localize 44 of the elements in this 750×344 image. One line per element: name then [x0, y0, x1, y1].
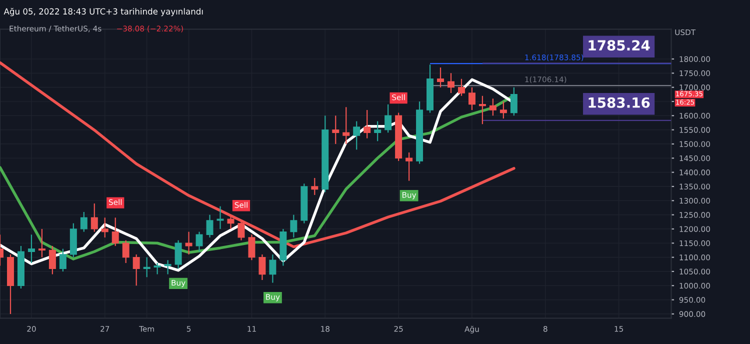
candlestick: [28, 234, 35, 264]
candlestick: [238, 220, 245, 241]
chart-title: Ağu 05, 2022 18:43 UTC+3 tarihinde yayınlandı: [4, 8, 203, 16]
candlestick: [342, 106, 350, 145]
candlestick: [174, 240, 182, 270]
candlestick: [227, 214, 234, 230]
ref-line-label: 1583.16: [588, 97, 650, 108]
candlestick: [206, 214, 214, 238]
candlestick: [248, 234, 256, 261]
candlestick: [437, 66, 444, 88]
candlestick: [258, 254, 266, 281]
candlestick: [500, 100, 507, 120]
candlestick: [196, 231, 203, 252]
candlestick: [478, 95, 486, 125]
candlestick: [38, 228, 46, 258]
ref-line-label: 1785.24: [588, 40, 650, 51]
candlestick: [353, 120, 360, 150]
candlestick: [510, 86, 518, 116]
candlestick: [185, 231, 192, 256]
candlestick: [448, 72, 454, 94]
candlestick: [489, 98, 496, 116]
candlestick: [90, 202, 98, 232]
candlestick: [80, 211, 88, 232]
candlestick: [290, 214, 298, 238]
candlestick: [122, 240, 130, 264]
candlestick: [406, 152, 413, 182]
candlestick: [384, 104, 392, 134]
candlestick: [311, 177, 318, 196]
candlestick: [364, 109, 371, 139]
candlestick: [332, 115, 340, 145]
candlestick: [216, 206, 224, 230]
candlestick: [468, 86, 476, 111]
candlestick: [101, 217, 108, 238]
line-series: [0, 61, 516, 248]
candlestick: [48, 245, 56, 275]
candlestick: [132, 254, 140, 286]
candlestick: [154, 262, 161, 275]
candlestick: [374, 120, 382, 142]
candlestick: [269, 254, 276, 284]
candlestick: [112, 217, 119, 247]
candlestick: [143, 256, 150, 278]
candlestick: [164, 260, 172, 275]
candlestick: [458, 78, 465, 96]
candlestick: [59, 248, 66, 272]
